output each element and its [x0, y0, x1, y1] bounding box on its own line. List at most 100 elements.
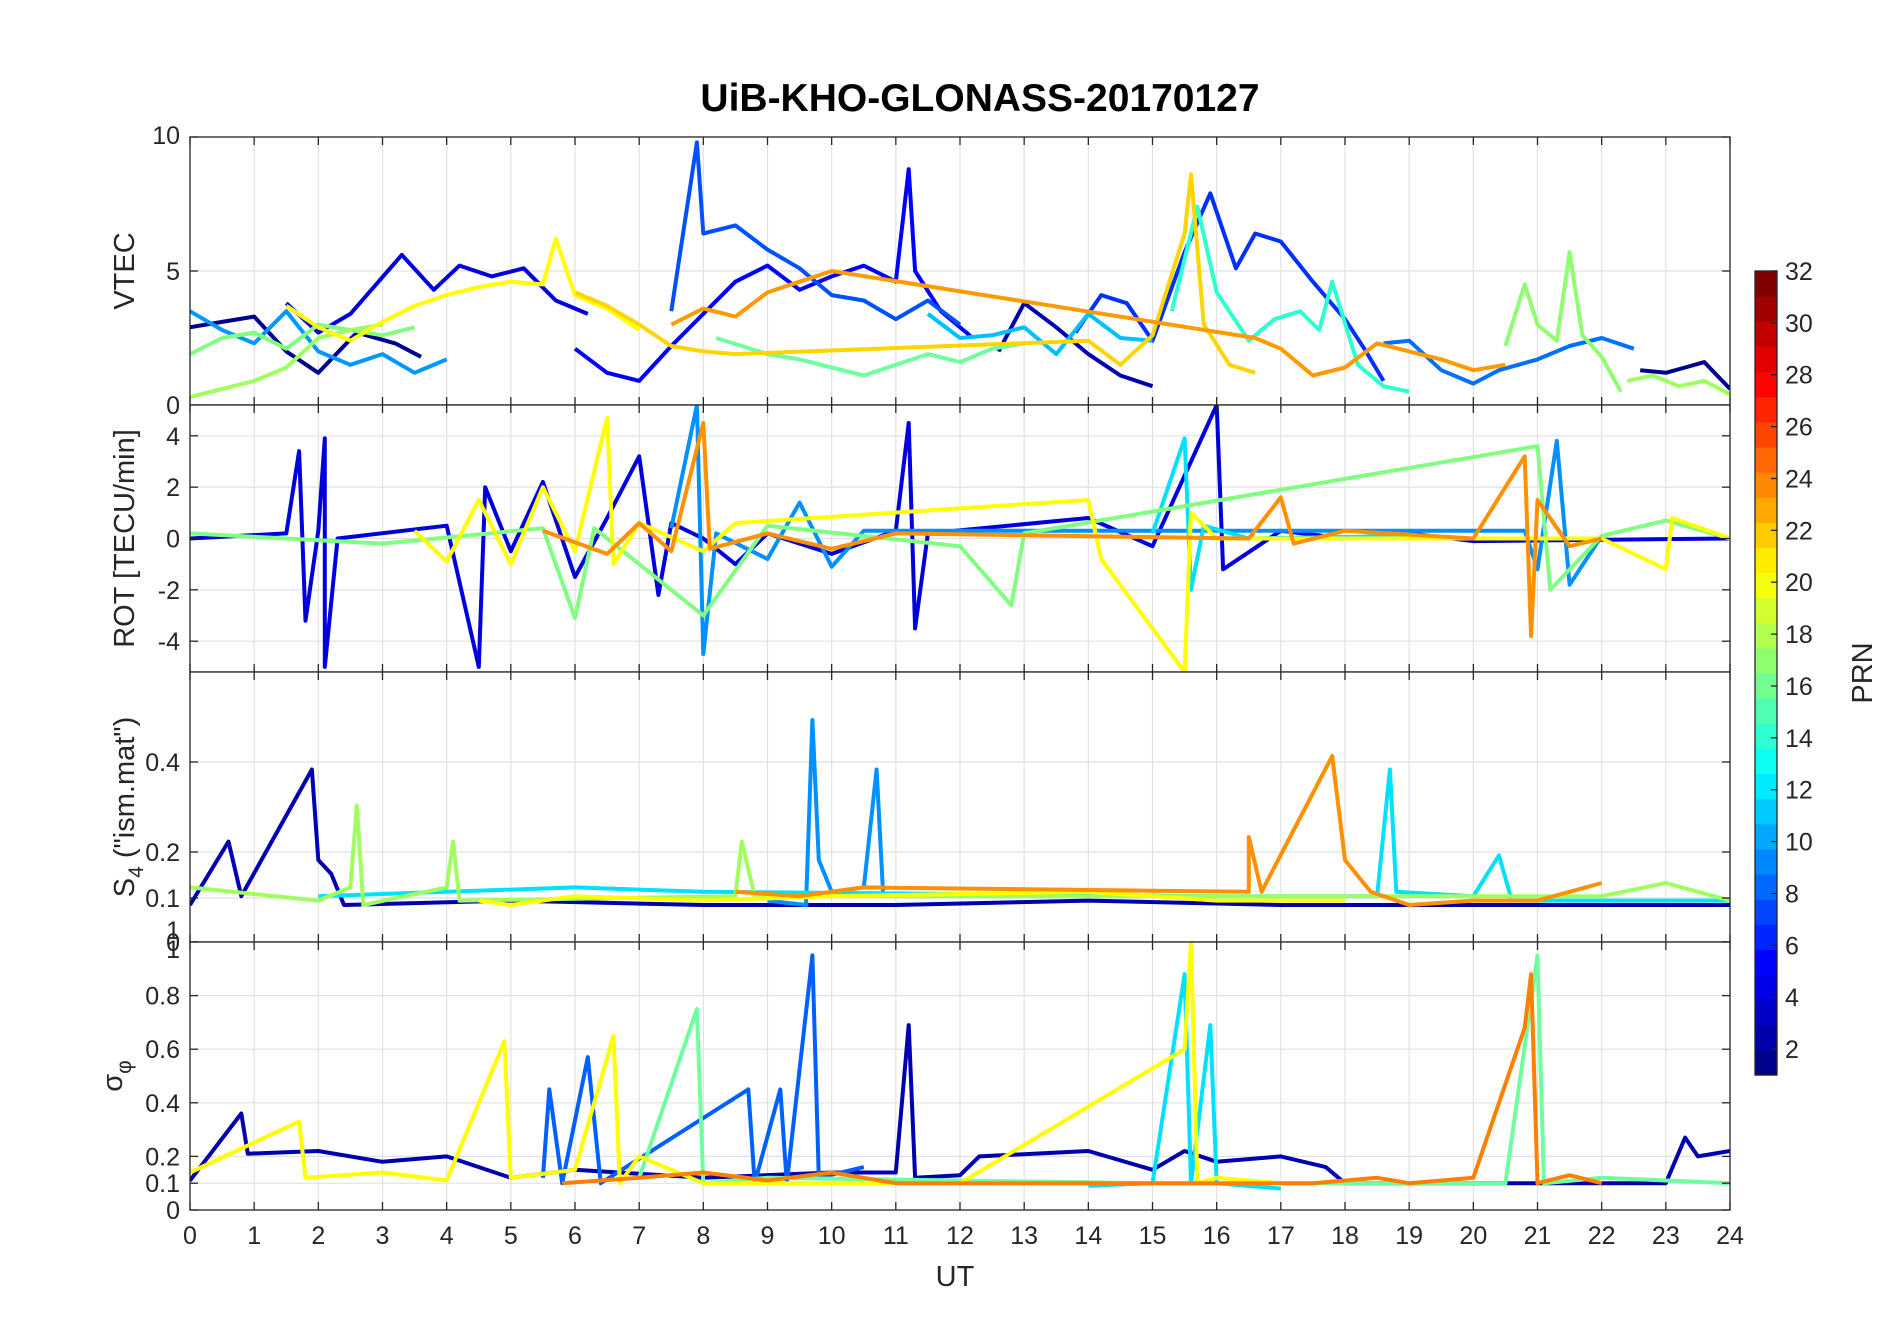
y-tick-label: 0 — [166, 929, 180, 957]
y-tick-label: -2 — [158, 577, 180, 605]
series-prn-15 — [1626, 373, 1730, 397]
y-axis-label: VTEC — [109, 232, 141, 309]
colorbar-tick-label: 16 — [1785, 673, 1813, 701]
y-tick-label: 0 — [166, 526, 180, 554]
colorbar-step — [1755, 271, 1777, 297]
series-prn-6 — [669, 140, 962, 327]
y-axis-label-text: S4 ("ism.mat") — [109, 717, 148, 898]
y-tick-label: 0.2 — [145, 839, 180, 867]
colorbar-step — [1755, 647, 1777, 674]
series-prn-9 — [767, 718, 885, 907]
series-prn-8 — [1383, 336, 1635, 386]
x-tick-label: 1 — [247, 1222, 261, 1250]
colorbar-step — [1755, 698, 1777, 724]
y-tick-label: 0.2 — [145, 1143, 180, 1171]
colorbar-step — [1755, 547, 1777, 574]
x-tick-label: 0 — [183, 1222, 197, 1250]
x-axis-label: UT — [936, 1261, 975, 1293]
colorbar-step — [1755, 748, 1777, 775]
x-tick-label: 14 — [1074, 1222, 1102, 1250]
x-tick-label: 4 — [440, 1222, 454, 1250]
x-tick-label: 24 — [1716, 1222, 1744, 1250]
series-group — [190, 405, 1730, 672]
series-prn-12 — [318, 767, 1730, 903]
x-tick-label: 7 — [632, 1222, 646, 1250]
colorbar-tick-label: 12 — [1785, 777, 1813, 805]
colorbar-step — [1755, 848, 1777, 875]
x-tick-label: 9 — [761, 1222, 775, 1250]
panel-3: 0 0.1 0.2 0.4 1 S4 ("ism.mat") — [109, 671, 1731, 957]
panel-4: 00.10.2 0.4 0.6 0.8 1 σφ — [97, 936, 1731, 1225]
y-tick-label: 2 — [166, 474, 180, 502]
colorbar-step — [1755, 673, 1777, 699]
y-tick-label: 0.6 — [145, 1036, 180, 1064]
series-prn-16 — [1503, 250, 1623, 393]
colorbar-tick-label: 14 — [1785, 725, 1813, 753]
series-prn-23 — [562, 972, 1603, 1186]
colorbar-tick-label: 24 — [1785, 465, 1813, 493]
x-tick-label: 15 — [1139, 1222, 1167, 1250]
series-prn-1 — [190, 314, 422, 375]
series-prn-17 — [190, 322, 383, 399]
x-tick-label: 20 — [1459, 1222, 1487, 1250]
x-tick-label: 13 — [1010, 1222, 1038, 1250]
y-axis-label: σφ — [97, 1060, 136, 1092]
y-tick-label: 10 — [152, 122, 180, 150]
series-prn-2 — [190, 767, 1730, 907]
colorbar-step — [1755, 572, 1777, 599]
series-prn-23 — [735, 754, 1603, 907]
y-axis-label-text: ROT [TECU/min] — [109, 429, 141, 648]
colorbar-tick-label: 20 — [1785, 569, 1813, 597]
x-tick-labels: 0 1 2 3 4 5 6 7 8 9 10 11 12 13 14 15 16 17 18 19 20 21 22 23 24 — [183, 1222, 1744, 1250]
x-tick-label: 3 — [376, 1222, 390, 1250]
colorbar-step — [1755, 321, 1777, 347]
y-tick-label: -4 — [158, 628, 180, 656]
colorbar-tick-label: 18 — [1785, 621, 1813, 649]
colorbar-step — [1755, 622, 1777, 649]
x-tick-label: 6 — [568, 1222, 582, 1250]
colorbar-step — [1755, 522, 1777, 548]
y-tick-label: 0.4 — [145, 749, 180, 777]
series-prn-17 — [190, 803, 1730, 907]
colorbar-step — [1755, 497, 1777, 523]
x-tick-label: 12 — [946, 1222, 974, 1250]
y-tick-label: 0.8 — [145, 983, 180, 1011]
x-tick-label: 8 — [696, 1222, 710, 1250]
colorbar-step — [1755, 723, 1777, 749]
colorbar-tick-label: 26 — [1785, 414, 1813, 442]
panel-2: -4 -2 0 2 4 ROT [TECU/min] — [109, 404, 1731, 673]
colorbar-step — [1755, 899, 1777, 925]
series-prn-16 — [190, 444, 1730, 621]
x-tick-label: 10 — [818, 1222, 846, 1250]
y-tick-label: 0 — [166, 392, 180, 420]
x-tick-label: 21 — [1524, 1222, 1552, 1250]
x-tick-label: 2 — [311, 1222, 325, 1250]
series-group — [190, 942, 1730, 1191]
colorbar-step — [1755, 371, 1777, 398]
y-tick-label: 0 — [166, 1197, 180, 1225]
colorbar-frame — [1754, 270, 1778, 1076]
x-tick-label: 5 — [504, 1222, 518, 1250]
series-prn-23 — [670, 269, 1506, 378]
colorbar-step — [1755, 823, 1777, 850]
series-prn-20 — [478, 889, 1345, 907]
colorbar-tick-label: 22 — [1785, 517, 1813, 545]
colorbar-step — [1755, 346, 1777, 373]
colorbar-label: PRN — [1847, 642, 1879, 703]
x-tick-label: 18 — [1331, 1222, 1359, 1250]
series-group — [190, 140, 1730, 399]
y-axis-label-text: VTEC — [109, 232, 141, 309]
panel-1: 0 5 10 VTEC — [109, 122, 1731, 420]
series-prn-23 — [542, 421, 1603, 639]
series-prn-20 — [285, 236, 641, 343]
colorbar-step — [1755, 446, 1777, 473]
colorbar-step — [1755, 421, 1777, 448]
colorbar-tick-label: 30 — [1785, 310, 1813, 338]
y-tick-label: 0.1 — [145, 885, 180, 913]
colorbar-tick-label: 8 — [1785, 880, 1799, 908]
x-tick-label: 22 — [1588, 1222, 1616, 1250]
series-prn-19 — [190, 942, 1281, 1186]
colorbar-step — [1755, 999, 1777, 1026]
y-tick-label: 1 — [166, 917, 180, 945]
